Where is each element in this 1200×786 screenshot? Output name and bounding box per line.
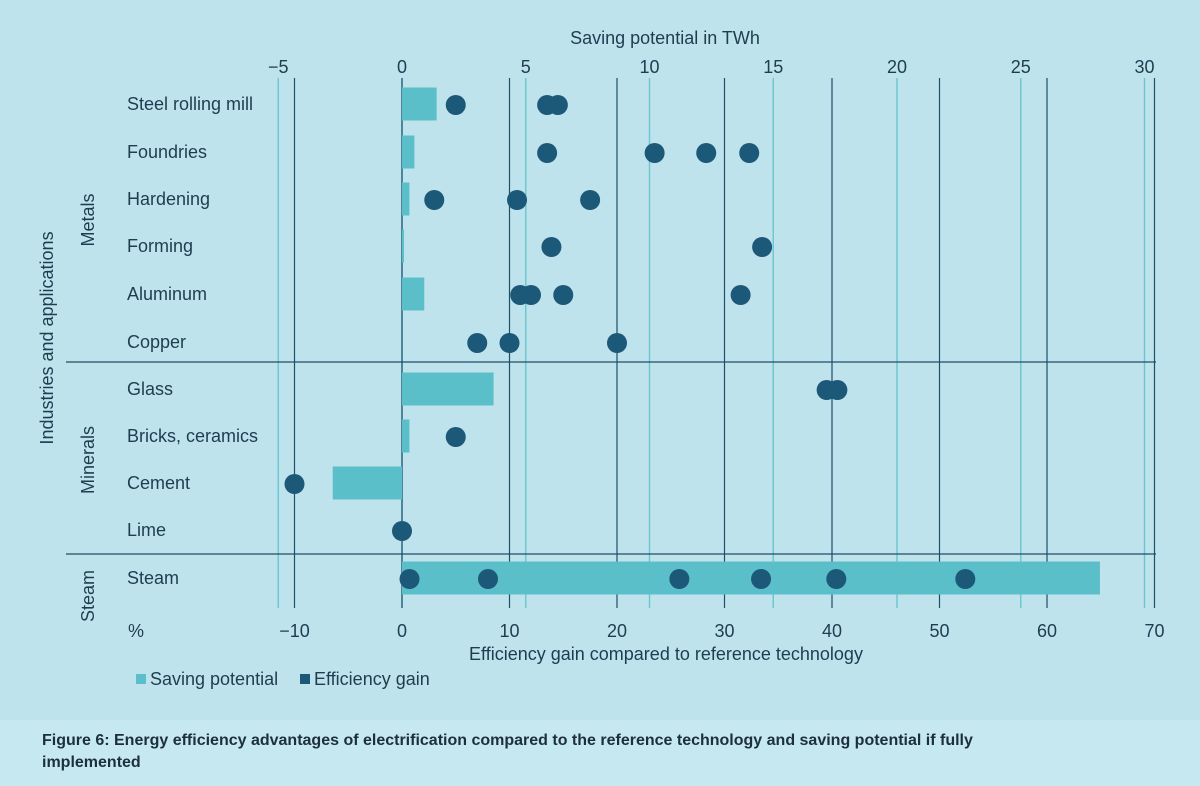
category-label: Foundries <box>127 142 207 162</box>
bottom-tick-label: 10 <box>499 621 519 641</box>
chart: Steel rolling mill Foundries Hardening Form… <box>37 28 1165 689</box>
efficiency-gain-dot <box>521 285 541 305</box>
efficiency-gain-dot <box>739 143 760 163</box>
efficiency-gain-dot <box>445 95 466 115</box>
legend-label: Efficiency gain <box>314 669 430 689</box>
efficiency-gain-dot <box>955 569 976 589</box>
bottom-axis-title: Efficiency gain compared to reference te… <box>469 644 863 664</box>
bottom-tick-label: 50 <box>929 621 949 641</box>
category-label: Forming <box>127 236 193 256</box>
saving-potential-bar <box>402 182 410 216</box>
grid-layer <box>66 78 1156 608</box>
efficiency-gain-dot <box>826 569 847 589</box>
group-label: Minerals <box>78 426 98 494</box>
top-axis-title: Saving potential in TWh <box>570 28 760 48</box>
efficiency-gain-dot <box>392 521 412 541</box>
top-tick-label: 10 <box>639 57 659 77</box>
group-label: Steam <box>78 570 98 622</box>
efficiency-gain-dot <box>669 569 690 589</box>
dot-layer <box>284 95 976 589</box>
category-label: Cement <box>127 473 190 493</box>
group-label: Metals <box>78 193 98 246</box>
efficiency-gain-dot <box>541 237 562 257</box>
efficiency-gain-dot <box>399 569 420 589</box>
bottom-tick-label: 70 <box>1144 621 1164 641</box>
efficiency-gain-dot <box>547 95 568 115</box>
saving-potential-bar <box>402 419 410 453</box>
bottom-tick-label: 40 <box>822 621 842 641</box>
saving-potential-bar <box>402 372 494 406</box>
saving-potential-bar <box>402 561 1100 595</box>
saving-potential-bar <box>402 87 437 121</box>
efficiency-gain-dot <box>445 427 466 447</box>
category-label: Copper <box>127 332 186 352</box>
category-label: Hardening <box>127 189 210 209</box>
efficiency-gain-dot <box>553 285 574 305</box>
saving-potential-bar <box>332 466 402 500</box>
legend-label: Saving potential <box>150 669 278 689</box>
top-tick-label: 15 <box>763 57 783 77</box>
efficiency-gain-dot <box>696 143 717 163</box>
top-tick-label: 30 <box>1134 57 1154 77</box>
top-tick-label: 25 <box>1011 57 1031 77</box>
bottom-axis-unit-label: % <box>128 621 144 641</box>
category-label: Steam <box>127 568 179 588</box>
efficiency-gain-dot <box>499 333 520 353</box>
bottom-tick-label: 60 <box>1037 621 1057 641</box>
efficiency-gain-dot <box>284 474 305 494</box>
saving-potential-bar <box>402 135 415 169</box>
efficiency-gain-dot <box>827 380 848 400</box>
bottom-tick-label: 0 <box>397 621 407 641</box>
figure-caption: Figure 6: Energy efficiency advantages o… <box>42 732 973 771</box>
efficiency-gain-dot <box>467 333 488 353</box>
efficiency-gain-dot <box>478 569 498 589</box>
category-label: Lime <box>127 520 166 540</box>
category-label: Aluminum <box>127 284 207 304</box>
top-tick-label: 0 <box>397 57 407 77</box>
legend-swatch <box>300 674 310 684</box>
saving-potential-bar <box>402 229 404 263</box>
efficiency-gain-dot <box>751 569 772 589</box>
top-tick-label: 5 <box>521 57 531 77</box>
efficiency-gain-dot <box>424 190 445 210</box>
efficiency-gain-dot <box>752 237 773 257</box>
bar-layer <box>332 87 1100 595</box>
top-tick-label: −5 <box>268 57 289 77</box>
category-label: Glass <box>127 379 173 399</box>
legend-swatch <box>136 674 146 684</box>
bottom-tick-label: 20 <box>607 621 627 641</box>
y-axis-title: Industries and applications <box>37 231 57 444</box>
top-tick-label: 20 <box>887 57 907 77</box>
efficiency-gain-dot <box>644 143 665 163</box>
efficiency-gain-dot <box>537 143 558 163</box>
bottom-tick-label: 30 <box>714 621 734 641</box>
text-layer: Steel rolling mill Foundries Hardening Form… <box>37 28 1165 689</box>
caption-band <box>0 720 1200 786</box>
saving-potential-bar <box>402 277 425 311</box>
efficiency-gain-dot <box>507 190 528 210</box>
bottom-tick-label: −10 <box>279 621 310 641</box>
chart-svg: Steel rolling mill Foundries Hardening Form… <box>37 28 1165 689</box>
category-label: Bricks, ceramics <box>127 426 258 446</box>
category-label: Steel rolling mill <box>127 94 253 114</box>
efficiency-gain-dot <box>730 285 751 305</box>
efficiency-gain-dot <box>580 190 601 210</box>
efficiency-gain-dot <box>607 333 627 353</box>
